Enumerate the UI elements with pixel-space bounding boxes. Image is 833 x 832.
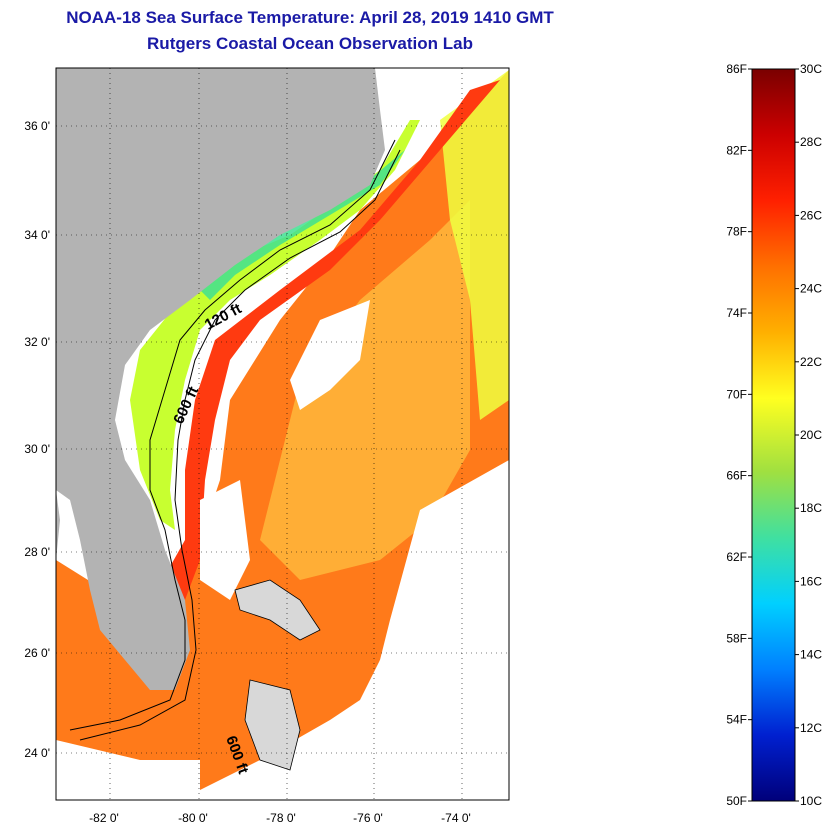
colorbar-c-label: 18C — [800, 501, 822, 515]
colorbar-c-label: 24C — [800, 282, 822, 296]
cloud-gap — [56, 740, 200, 800]
lat-label: 26 0' — [24, 646, 50, 660]
cloud-gap — [200, 480, 250, 600]
colorbar-c-label: 12C — [800, 721, 822, 735]
gulf-stream — [140, 80, 500, 620]
lon-label: -74 0' — [441, 811, 471, 825]
lon-label: -82 0' — [89, 811, 119, 825]
colorbar-f-label: 58F — [726, 631, 747, 645]
cloud-gap — [370, 460, 509, 800]
colorbar-c-label: 16C — [800, 574, 822, 588]
map-title: NOAA-18 Sea Surface Temperature: April 2… — [66, 8, 554, 27]
offshore-yellow-water — [440, 70, 509, 420]
lon-label: -76 0' — [353, 811, 383, 825]
map-subtitle: Rutgers Coastal Ocean Observation Lab — [147, 34, 473, 53]
colorbar-c-label: 28C — [800, 135, 822, 149]
temperature-colorbar: 86F 82F 78F 74F 70F 66F 62F 58F 54F 50F 30C 28C 26C… — [726, 62, 822, 808]
colorbar-f-label: 86F — [726, 62, 747, 76]
lat-label: 24 0' — [24, 746, 50, 760]
lon-label: -78 0' — [266, 811, 296, 825]
latitude-axis: 36 0' 34 0' 32 0' 30 0' 28 0' 26 0' 24 0… — [24, 119, 50, 760]
offshore-mixed-water — [260, 200, 470, 580]
lat-label: 36 0' — [24, 119, 50, 133]
coastal-cool-water — [200, 150, 405, 300]
isobath-600ft — [79, 149, 401, 741]
colorbar-f-label: 50F — [726, 794, 747, 808]
sst-field — [56, 68, 509, 800]
bahamas-bank — [234, 579, 321, 641]
bahamas-bank — [244, 679, 301, 771]
colorbar-c-label: 14C — [800, 648, 822, 662]
lat-label: 32 0' — [24, 335, 50, 349]
celsius-scale: 30C 28C 26C 24C 22C 20C 18C 16C 14C 12C 10C — [795, 62, 822, 808]
isobath-120ft — [69, 139, 396, 731]
colorbar-f-label: 70F — [726, 387, 747, 401]
colorbar-c-label: 20C — [800, 428, 822, 442]
shelf-water — [130, 120, 420, 530]
colorbar-gradient — [751, 68, 796, 802]
colorbar-f-label: 66F — [726, 469, 747, 483]
colorbar-f-label: 82F — [726, 143, 747, 157]
colorbar-c-label: 26C — [800, 208, 822, 222]
land-mass — [56, 68, 385, 690]
lat-label: 28 0' — [24, 545, 50, 559]
grid-lines — [56, 68, 509, 800]
colorbar-f-label: 54F — [726, 713, 747, 727]
colorbar-f-label: 62F — [726, 550, 747, 564]
colorbar-f-label: 78F — [726, 225, 747, 239]
gulf-coast-land — [56, 490, 60, 560]
lat-label: 34 0' — [24, 228, 50, 242]
lat-label: 30 0' — [24, 442, 50, 456]
map-border — [55, 67, 510, 801]
cloud-gap — [290, 300, 370, 410]
longitude-axis: -82 0' -80 0' -78 0' -76 0' -74 0' — [89, 811, 471, 825]
fahrenheit-scale: 86F 82F 78F 74F 70F 66F 62F 58F 54F 50F — [726, 62, 752, 808]
colorbar-c-label: 22C — [800, 355, 822, 369]
lon-label: -80 0' — [178, 811, 208, 825]
colorbar-f-label: 74F — [726, 306, 747, 320]
colorbar-c-label: 30C — [800, 62, 822, 76]
colorbar-c-label: 10C — [800, 794, 822, 808]
